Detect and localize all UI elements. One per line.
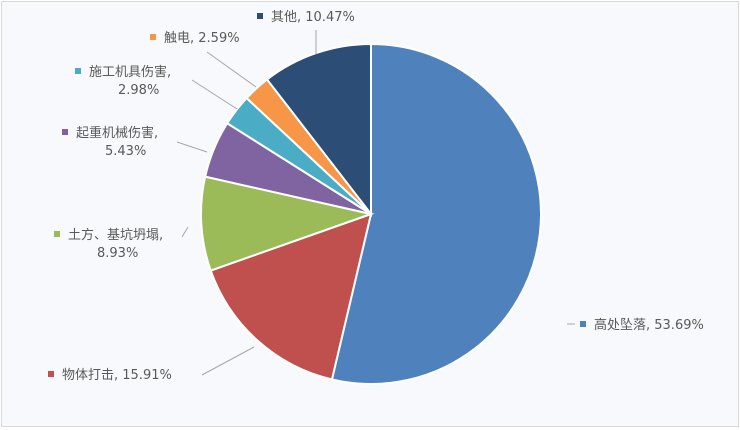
- pie-slice-2: [200, 175, 375, 272]
- label-marker-2: [54, 231, 60, 237]
- label-marker-4: [75, 68, 81, 74]
- leader-line-1: [201, 346, 255, 376]
- leader-line-2: [181, 226, 189, 238]
- data-label-1: 物体打击, 15.91%: [62, 368, 172, 383]
- label-marker-3: [62, 129, 68, 135]
- label-marker-0: [580, 321, 586, 327]
- data-label-0: 高处坠落, 53.69%: [594, 317, 704, 333]
- leader-line-5: [206, 51, 257, 88]
- data-label-4: 施工机具伤害, 2.98%: [89, 64, 171, 98]
- data-label-6: 其他, 10.47%: [271, 10, 355, 25]
- data-label-5: 触电, 2.59%: [164, 31, 240, 46]
- data-label-2: 土方、基坑坍塌, 8.93%: [68, 227, 163, 261]
- label-marker-5: [150, 34, 156, 40]
- data-label-3: 起重机械伤害, 5.43%: [76, 125, 158, 159]
- label-marker-1: [48, 371, 54, 377]
- pie-slice-1: [209, 212, 373, 381]
- leader-line-4: [191, 79, 238, 110]
- pie-slice-0: [330, 42, 542, 385]
- leader-line-3: [176, 141, 208, 153]
- label-marker-6: [257, 13, 263, 19]
